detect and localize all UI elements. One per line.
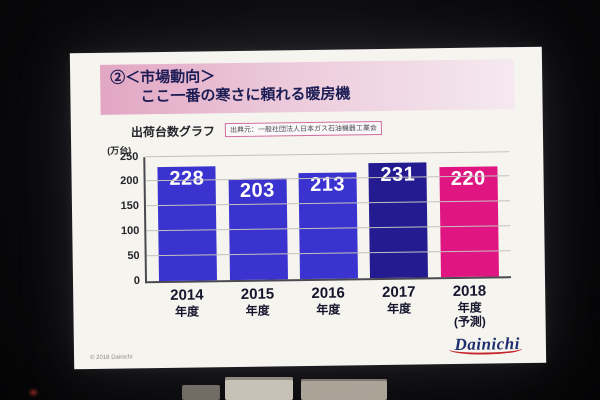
- x-year: 2016: [311, 283, 345, 302]
- heater-device: [301, 379, 387, 400]
- x-note: (予測): [453, 314, 486, 329]
- bar-value-label: 231: [380, 163, 416, 186]
- x-suffix: 年度: [316, 302, 341, 317]
- x-year: 2015: [240, 284, 275, 303]
- bar-value-label: 213: [310, 173, 346, 196]
- bar-2016: 213: [298, 172, 358, 279]
- x-axis-labels: 2014 年度 2015 年度 2016 年度 2017 年度 2018 年度 (予測): [145, 282, 512, 334]
- logo-text: Dainichi: [454, 334, 521, 354]
- bar-2014: 228: [157, 166, 218, 281]
- y-tick-label: 0: [133, 274, 141, 287]
- x-year: 2017: [381, 283, 416, 301]
- copyright-text: © 2018 Dainichi: [90, 354, 133, 362]
- y-tick-label: 150: [120, 199, 140, 213]
- x-axis-label-2015: 2015 年度: [228, 285, 287, 333]
- graph-header: 出荷台数グラフ 出典元：一般社団法人日本ガス石油機器工業会: [131, 118, 513, 140]
- heater-device: [225, 377, 293, 400]
- bar-2018: 220: [439, 166, 499, 277]
- x-suffix: 年度: [457, 300, 482, 315]
- y-tick-label: 200: [120, 175, 139, 188]
- source-note: 出典元：一般社団法人日本ガス石油機器工業会: [224, 120, 383, 138]
- bar-2017: 231: [368, 162, 429, 278]
- x-axis-label-2017: 2017 年度: [370, 283, 429, 331]
- stage-device: [182, 385, 220, 400]
- bar-value-label: 220: [450, 167, 486, 191]
- y-tick-label: 50: [127, 249, 140, 262]
- presentation-slide: ②＜市場動向＞ ここ一番の寒さに頼れる暖房機 出荷台数グラフ 出典元：一般社団法…: [69, 46, 547, 370]
- x-axis-label-2014: 2014 年度: [158, 286, 217, 334]
- dainichi-logo: Dainichi: [448, 334, 523, 356]
- slide-title-line2: ここ一番の寒さに頼れる暖房機: [140, 85, 351, 106]
- x-suffix: 年度: [386, 301, 412, 316]
- bar-value-label: 203: [239, 179, 275, 202]
- graph-title: 出荷台数グラフ: [130, 123, 216, 139]
- bars-container: 228 203 213 231 220: [145, 152, 511, 281]
- plot-area: 228 203 213 231 220 0 50 100 150 200 250: [120, 150, 511, 286]
- y-tick-label: 100: [120, 224, 140, 238]
- x-year: 2018: [452, 282, 487, 300]
- x-suffix: 年度: [174, 304, 200, 319]
- x-year: 2014: [170, 285, 204, 304]
- indicator-light: [30, 390, 37, 395]
- y-tick-label: 250: [119, 150, 139, 163]
- bar-chart: 228 203 213 231 220 0 50 100 150 200 250: [120, 150, 511, 286]
- x-suffix: 年度: [245, 303, 270, 318]
- x-axis-label-2018: 2018 年度 (予測): [440, 282, 499, 330]
- x-axis-label-2016: 2016 年度: [299, 284, 358, 332]
- slide-title-banner: ②＜市場動向＞ ここ一番の寒さに頼れる暖房機: [99, 59, 515, 115]
